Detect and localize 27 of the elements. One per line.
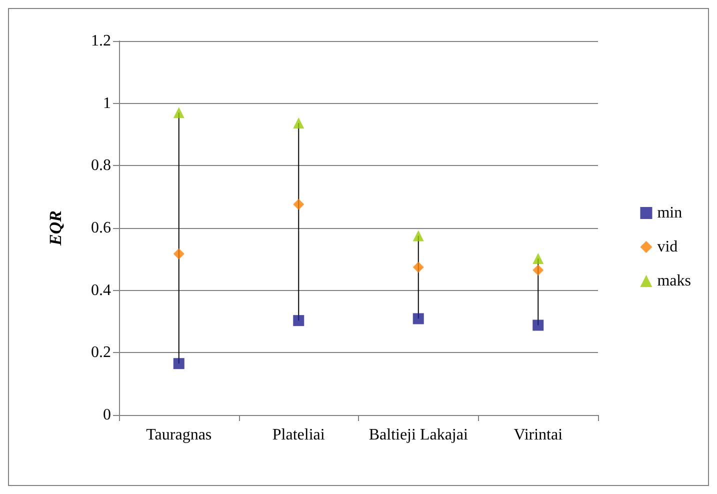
point: [532, 253, 544, 264]
y-tick-label: 1: [103, 94, 111, 112]
x-tick-label: Plateliai: [272, 426, 326, 444]
legend-label: min: [657, 204, 682, 222]
y-tick-label: 0: [103, 406, 111, 424]
y-tick-label: 0.6: [91, 220, 111, 236]
y-tick-label: 0.8: [91, 157, 111, 174]
point: [173, 248, 184, 260]
point: [293, 117, 304, 128]
point: [412, 313, 424, 324]
legend-label: maks: [657, 272, 692, 290]
x-tick-label: Virintai: [514, 426, 564, 444]
x-tick-label: Tauragnas: [146, 426, 212, 444]
point: [412, 230, 424, 242]
point: [173, 358, 184, 370]
point: [173, 107, 184, 118]
point: [293, 315, 304, 326]
y-tick-label: 0.2: [91, 344, 111, 362]
point: [412, 262, 424, 273]
y-axis-title: EQR: [46, 210, 65, 246]
y-tick-label: 0.4: [91, 282, 111, 299]
legend-label: vid: [657, 238, 678, 256]
y-tick-label: 1.2: [91, 32, 111, 50]
point: [532, 320, 544, 331]
point: [293, 198, 304, 210]
x-tick-label: Baltieji Lakajai: [368, 426, 468, 444]
point: [532, 264, 544, 276]
